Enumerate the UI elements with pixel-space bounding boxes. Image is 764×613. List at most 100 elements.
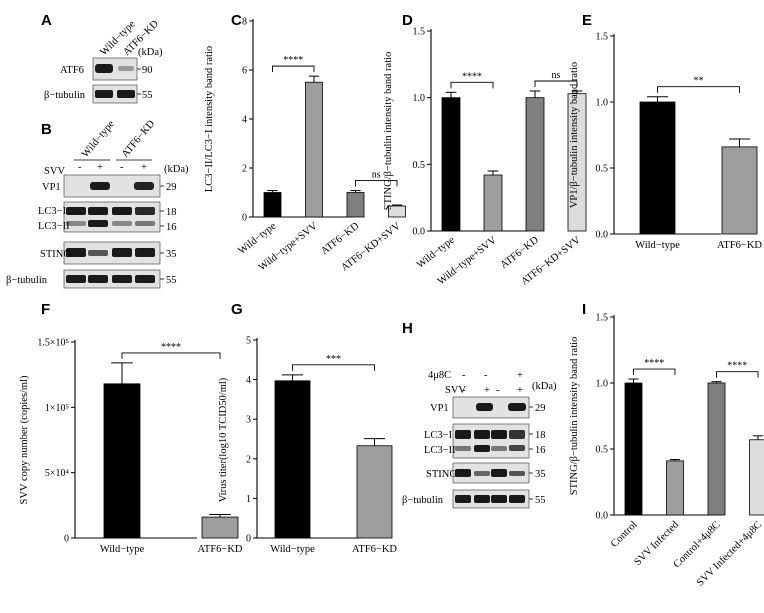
blot-b-row-tubulin-label: β−tubulin [6, 275, 48, 286]
blot-h-row-vp1-mw: 29 [535, 403, 546, 414]
blot-a-band [95, 90, 113, 98]
panel-label-e: E [582, 12, 592, 29]
f-bar [201, 516, 239, 539]
blot-b-row-lc3ii-mw: 16 [166, 222, 177, 233]
f-x-tick-label: ATF6−KD [197, 544, 242, 555]
blot-h-treat-sign: + [517, 370, 523, 381]
c-bar [263, 192, 282, 218]
panel-label-i: I [582, 301, 586, 318]
blot-h-kda: (kDa) [532, 381, 557, 392]
blot-h-treat-label: 4μ8C [428, 370, 451, 381]
blot-b-row-lc3ii-label: LC3−II [38, 221, 70, 232]
blot-b-row-lc3i-label: LC3−I [38, 206, 67, 217]
i-y-tick-label: 1.0 [596, 379, 609, 390]
i-y-axis-label: STING/β−tubulin intensity band ratio [569, 337, 580, 496]
g-y-tick-label: 4 [246, 375, 251, 386]
f-significance-bracket [121, 352, 221, 359]
g-y-tick-label: 5 [246, 336, 251, 347]
f-bar [103, 383, 141, 539]
c-y-tick-label: 2 [242, 164, 247, 175]
i-bar [707, 382, 726, 516]
panel-label-f: F [41, 301, 50, 318]
blot-a-kda: (kDa) [138, 47, 163, 58]
g-y-axis-label: Virus titer(log10 TCID50/ml) [218, 377, 229, 502]
f-y-tick-label: 1.5×10⁵ [37, 338, 69, 349]
d-significance-label: ns [552, 70, 561, 81]
chart-e: 0.0 0.5 1.0 1.5 VP1/β−tubulin intensity band… [569, 32, 762, 252]
blot-h-svv-label: SVV [445, 385, 466, 396]
i-bar [749, 439, 764, 516]
d-significance-label: **** [462, 71, 482, 82]
blot-a-row-tubulin-label: β−tubulin [44, 90, 86, 101]
d-x-tick-label: Wild−type [415, 234, 457, 270]
blot-b-kda: (kDa) [164, 164, 189, 175]
g-significance-label: *** [326, 354, 341, 365]
c-y-tick-label: 8 [242, 17, 247, 28]
c-significance-label: ns [372, 170, 381, 181]
g-y-tick-label: 0 [246, 534, 251, 545]
d-y-tick-label: 0.0 [413, 227, 426, 238]
i-bar [666, 460, 684, 516]
d-significance-bracket [450, 81, 494, 89]
panel-label-c: C [231, 12, 242, 29]
chart-d: 0.0 0.5 1.0 1.5 STING/β−tubulin intensity ba… [383, 27, 587, 288]
chart-i: 0.0 0.5 1.0 1.5 STING/β−tubulin intensity ba… [569, 313, 764, 589]
blot-b-row-vp1-mw: 29 [166, 182, 177, 193]
chart-f: 0 5×10⁴ 1×10⁵ 1.5×10⁵ SVV copy number (copie… [19, 338, 243, 556]
blot-h-row-lc3ii-label: LC3−II [424, 445, 456, 456]
i-significance-bracket [716, 371, 759, 378]
i-significance-bracket [633, 368, 676, 376]
e-x-tick-label: Wild−type [635, 240, 680, 251]
blot-b-svv-label: SVV [44, 166, 65, 177]
g-y-tick-label: 2 [246, 454, 251, 465]
c-y-tick-label: 4 [242, 115, 247, 126]
blot-h-row-lc3ii-mw: 16 [535, 445, 546, 456]
d-y-tick-label: 1.5 [413, 27, 426, 38]
d-y-tick-label: 1.0 [413, 93, 426, 104]
c-significance-label: **** [283, 55, 303, 66]
blot-a: Wild−type ATF6−KD (kDa) ATF6 90 β−tubuli… [44, 18, 163, 104]
blot-h-svv-sign: + [517, 385, 523, 396]
i-x-tick-label: Control [609, 519, 640, 550]
blot-a-row-tubulin-mw: 55 [142, 90, 153, 101]
c-bar [388, 205, 406, 218]
i-y-tick-label: 0.0 [596, 511, 609, 522]
blot-h-row-lc3i-label: LC3−I [424, 430, 453, 441]
blot-h-treat-sign: - [462, 370, 466, 381]
blot-b-svv-sign: + [141, 162, 147, 173]
c-y-tick-label: 0 [242, 213, 247, 224]
panel-label-h: H [402, 320, 413, 337]
e-y-tick-label: 0.0 [596, 230, 609, 241]
g-y-tick-label: 1 [246, 494, 251, 505]
blot-h-row-tubulin-mw: 55 [535, 495, 546, 506]
blot-b-row-lc3i-mw: 18 [166, 207, 177, 218]
e-y-tick-label: 0.5 [596, 164, 609, 175]
d-x-tick-label: ATF6−KD [499, 234, 542, 271]
c-y-axis-label: LC3−II/LC3−I intensity band ratio [204, 46, 215, 192]
blot-a-band [95, 64, 113, 73]
blot-h: 4μ8C - - + + SVV - + - + (kDa) VP1 29 LC… [402, 370, 557, 509]
blot-a-band [118, 66, 134, 71]
d-bar [483, 174, 503, 232]
d-bar [441, 97, 461, 232]
g-bar [274, 380, 311, 539]
blot-b: Wild−type ATF6−KD (kDa) SVV - + - + VP1 … [6, 118, 189, 289]
blot-b-row-sting-label: STING [40, 249, 71, 260]
blot-b-row-vp1-label: VP1 [42, 182, 61, 193]
blot-h-treat-sign: - [484, 370, 488, 381]
g-significance-bracket [292, 364, 375, 371]
blot-b-group-wild-type: Wild−type [80, 118, 117, 159]
e-bar [639, 101, 676, 235]
i-y-tick-label: 1.5 [596, 313, 609, 324]
i-significance-label: **** [727, 361, 747, 372]
blot-b-row-tubulin-mw: 55 [166, 275, 177, 286]
g-bar [356, 445, 393, 539]
g-x-tick-label: ATF6−KD [352, 544, 397, 555]
f-y-tick-label: 5×10⁴ [45, 468, 70, 479]
d-significance-bracket [534, 80, 578, 87]
e-y-tick-label: 1.5 [596, 32, 609, 43]
c-bar [305, 81, 323, 218]
i-significance-label: **** [644, 358, 664, 369]
